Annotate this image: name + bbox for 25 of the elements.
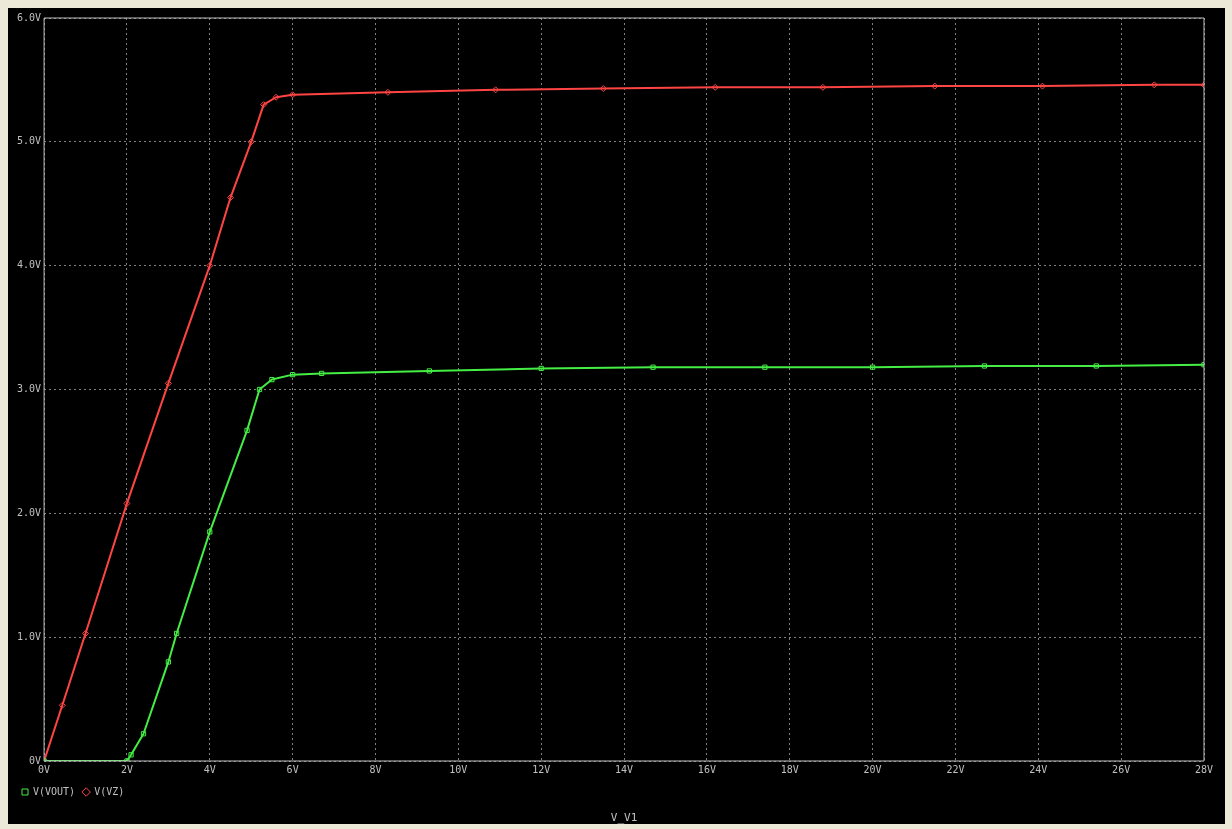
- x-tick-label: 14V: [615, 763, 634, 775]
- x-tick-label: 10V: [449, 763, 468, 775]
- x-tick-label: 2V: [120, 763, 133, 775]
- y-tick-label: 3.0V: [16, 383, 42, 395]
- x-tick-label: 12V: [532, 763, 551, 775]
- x-tick-label: 20V: [863, 763, 882, 775]
- x-tick-label: 26V: [1112, 763, 1131, 775]
- y-tick-label: 2.0V: [16, 506, 42, 518]
- y-tick-label: 4.0V: [16, 259, 42, 271]
- x-tick-label: 8V: [369, 763, 382, 775]
- x-tick-label: 28V: [1194, 763, 1214, 775]
- x-tick-label: 18V: [780, 763, 799, 775]
- legend-label: V(VOUT): [33, 785, 76, 797]
- y-tick-label: 1.0V: [16, 630, 42, 642]
- x-tick-label: 0V: [38, 763, 51, 775]
- x-tick-label: 6V: [286, 763, 299, 775]
- x-tick-label: 22V: [946, 763, 965, 775]
- x-tick-label: 4V: [203, 763, 216, 775]
- x-axis-title: V_V1: [610, 810, 638, 824]
- y-tick-label: 0V: [29, 754, 42, 766]
- x-tick-label: 24V: [1029, 763, 1048, 775]
- x-tick-label: 16V: [697, 763, 716, 775]
- y-tick-label: 6.0V: [16, 11, 42, 23]
- legend-label: V(VZ): [94, 785, 125, 797]
- y-tick-label: 5.0V: [16, 135, 42, 147]
